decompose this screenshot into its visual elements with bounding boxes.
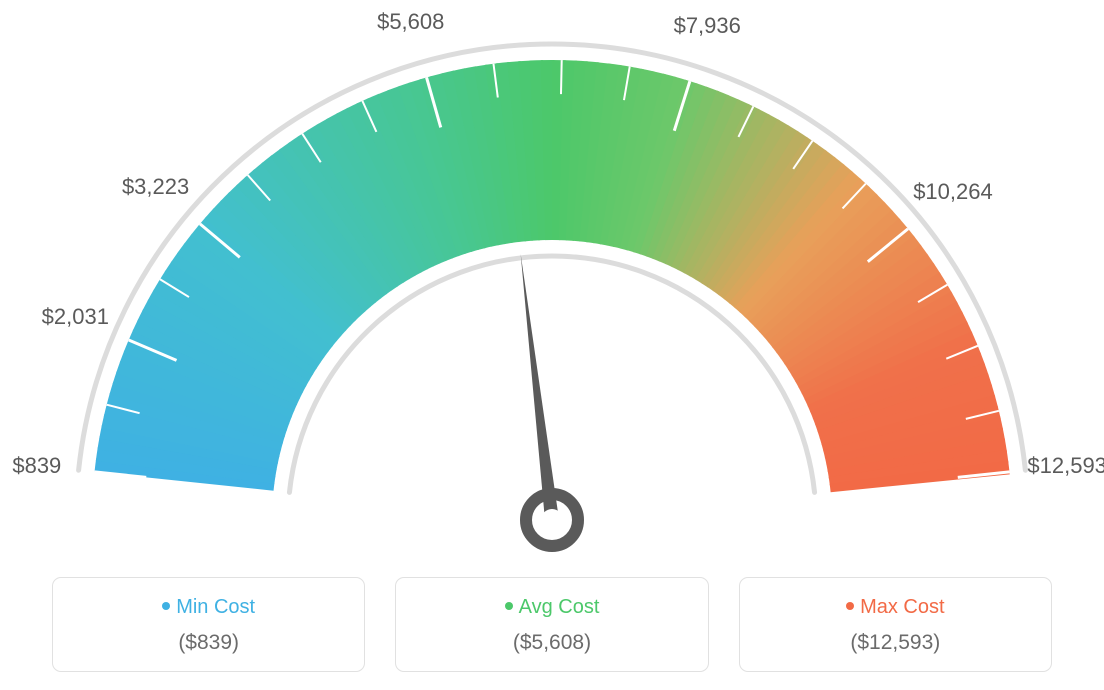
legend-card-min: Min Cost ($839) — [52, 577, 365, 672]
legend-dot-avg — [505, 602, 513, 610]
legend-dot-max — [846, 602, 854, 610]
legend-title-max-text: Max Cost — [860, 596, 944, 618]
gauge-arc — [95, 60, 1010, 492]
legend-value-max: ($12,593) — [740, 631, 1051, 655]
gauge-svg — [0, 0, 1104, 560]
gauge-tick-label: $7,936 — [674, 13, 741, 39]
legend-title-min-text: Min Cost — [176, 596, 255, 618]
gauge-tick-label: $5,608 — [377, 9, 444, 35]
legend-title-avg: Avg Cost — [396, 596, 707, 619]
gauge-tick-label: $10,264 — [913, 179, 993, 205]
legend-title-max: Max Cost — [740, 596, 1051, 619]
legend-card-max: Max Cost ($12,593) — [739, 577, 1052, 672]
gauge-container: $839 $2,031 $3,223 $5,608 $7,936 $10,264 $12,5… — [0, 0, 1104, 560]
legend-card-avg: Avg Cost ($5,608) — [395, 577, 708, 672]
gauge-tick-label: $2,031 — [42, 304, 109, 330]
legend-value-min: ($839) — [53, 631, 364, 655]
gauge-tick-label: $3,223 — [122, 174, 189, 200]
legend-row: Min Cost ($839) Avg Cost ($5,608) Max Co… — [52, 577, 1052, 672]
gauge-needle — [521, 254, 559, 521]
gauge-tick-label: $839 — [12, 453, 61, 479]
legend-title-avg-text: Avg Cost — [519, 596, 600, 618]
gauge-tick-label: $12,593 — [1027, 453, 1104, 479]
gauge-needle-hub-inner — [541, 509, 563, 531]
legend-value-avg: ($5,608) — [396, 631, 707, 655]
legend-dot-min — [162, 602, 170, 610]
legend-title-min: Min Cost — [53, 596, 364, 619]
